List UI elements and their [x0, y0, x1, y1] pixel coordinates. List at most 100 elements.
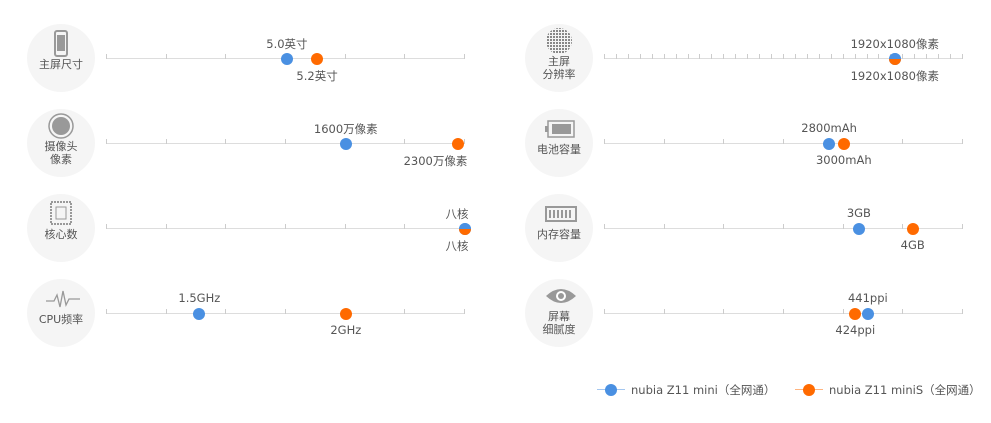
value-label-b: 5.2英寸 — [296, 69, 338, 83]
track-tick — [663, 224, 665, 229]
track-tick — [687, 54, 689, 59]
dot-series-a[interactable] — [339, 138, 352, 150]
track-tick — [866, 54, 868, 59]
track-tick — [735, 54, 737, 59]
value-label-b: 2GHz — [330, 323, 362, 337]
value-label-b: 1920x1080像素 — [850, 69, 939, 83]
track-tick — [663, 309, 665, 314]
track-tick — [639, 54, 641, 59]
track-tick — [285, 139, 286, 144]
track-tick — [604, 224, 605, 229]
track-tick — [627, 54, 629, 59]
track-tick — [926, 54, 928, 59]
track-tick — [699, 54, 701, 59]
track-tick — [404, 139, 406, 144]
track-tick — [663, 54, 665, 59]
track-tick — [842, 54, 844, 59]
track-tick — [902, 224, 904, 229]
track-tick — [106, 309, 107, 314]
track-tick — [285, 309, 286, 314]
spec-label: 主屏 — [548, 55, 570, 68]
track-tick — [106, 224, 107, 229]
dot-series-b[interactable] — [906, 223, 919, 235]
track-tick — [783, 309, 784, 314]
track-tick — [759, 54, 761, 59]
track-tick — [225, 309, 227, 314]
track-tick — [604, 54, 605, 59]
spec-badge: 核心数 — [27, 194, 95, 262]
track-tick — [783, 54, 784, 59]
spec-track: 2800mAh 3000mAh — [604, 121, 963, 167]
track-tick — [878, 54, 880, 59]
dot-series-a[interactable] — [280, 53, 293, 65]
spec-row: 核心数 八核 八核 — [27, 194, 541, 308]
track-tick — [902, 54, 904, 59]
dot-series-b[interactable] — [837, 138, 850, 150]
value-label-b: 4GB — [900, 238, 925, 252]
spec-row: 摄像头 像素 1600万像素 2300万像素 — [27, 109, 541, 223]
legend-item-mini[interactable]: nubia Z11 mini（全网通） — [597, 382, 775, 398]
spec-label: 摄像头 — [44, 140, 78, 153]
dot-series-a[interactable] — [852, 223, 865, 235]
track-tick — [165, 54, 167, 59]
spec-track: 441ppi 424ppi — [604, 291, 963, 337]
spec-row: 电池容量 2800mAh 3000mAh — [525, 109, 991, 223]
spec-label: 内存容量 — [537, 228, 581, 241]
spec-track: 3GB 4GB — [604, 206, 963, 252]
value-label-a: 441ppi — [847, 291, 888, 305]
spec-row: 屏幕 细腻度 441ppi 424ppi — [525, 279, 991, 393]
resolution-icon — [544, 27, 574, 55]
track-tick — [604, 309, 605, 314]
spec-badge: 摄像头 像素 — [27, 109, 95, 177]
track-tick — [962, 224, 963, 229]
dot-series-b[interactable] — [459, 223, 471, 235]
spec-label: 细腻度 — [542, 323, 576, 336]
track-tick — [165, 139, 167, 144]
track-tick — [723, 309, 725, 314]
track-tick — [806, 54, 808, 59]
legend-item-minis[interactable]: nubia Z11 miniS（全网通） — [795, 382, 981, 398]
track-tick — [464, 54, 465, 59]
dot-series-b[interactable] — [311, 53, 324, 65]
spec-track: 八核 八核 — [106, 207, 471, 253]
track-tick — [165, 309, 167, 314]
legend-label: nubia Z11 miniS（全网通） — [829, 383, 981, 397]
spec-row: 主屏尺寸 5.0英寸 5.2英寸 — [27, 24, 541, 138]
dot-series-a[interactable] — [193, 308, 206, 320]
value-label-a: 2800mAh — [801, 121, 857, 135]
track-tick — [783, 224, 784, 229]
track-tick — [404, 54, 406, 59]
track-tick — [165, 224, 167, 229]
track-tick — [962, 139, 963, 144]
battery-icon — [544, 115, 575, 143]
value-label-b: 2300万像素 — [403, 154, 468, 168]
dot-series-b[interactable] — [888, 53, 901, 65]
value-label-a: 5.0英寸 — [266, 37, 308, 51]
track-tick — [723, 139, 725, 144]
spec-badge: 主屏 分辨率 — [525, 24, 593, 92]
value-label-a: 3GB — [846, 206, 871, 220]
phone-icon — [46, 30, 76, 58]
track-tick — [902, 139, 904, 144]
dot-series-b[interactable] — [451, 138, 464, 150]
dot-series-b[interactable] — [849, 308, 862, 320]
track-tick — [938, 54, 940, 59]
dot-series-a[interactable] — [861, 308, 874, 320]
track-tick — [842, 224, 844, 229]
value-label-a: 1600万像素 — [313, 122, 378, 136]
dot-series-a[interactable] — [823, 138, 836, 150]
spec-label: 分辨率 — [542, 68, 576, 81]
track-tick — [818, 54, 820, 59]
memory-icon — [544, 200, 577, 228]
value-label-a: 八核 — [445, 207, 469, 221]
cpu-chip-icon — [46, 200, 76, 228]
track-tick — [962, 309, 963, 314]
eye-icon — [544, 282, 576, 310]
value-label-b: 424ppi — [835, 323, 876, 337]
track-tick — [404, 309, 406, 314]
dot-series-b[interactable] — [339, 308, 352, 320]
track-tick — [783, 139, 784, 144]
value-label-b: 3000mAh — [815, 153, 872, 167]
track-tick — [106, 54, 107, 59]
track-tick — [615, 54, 617, 59]
